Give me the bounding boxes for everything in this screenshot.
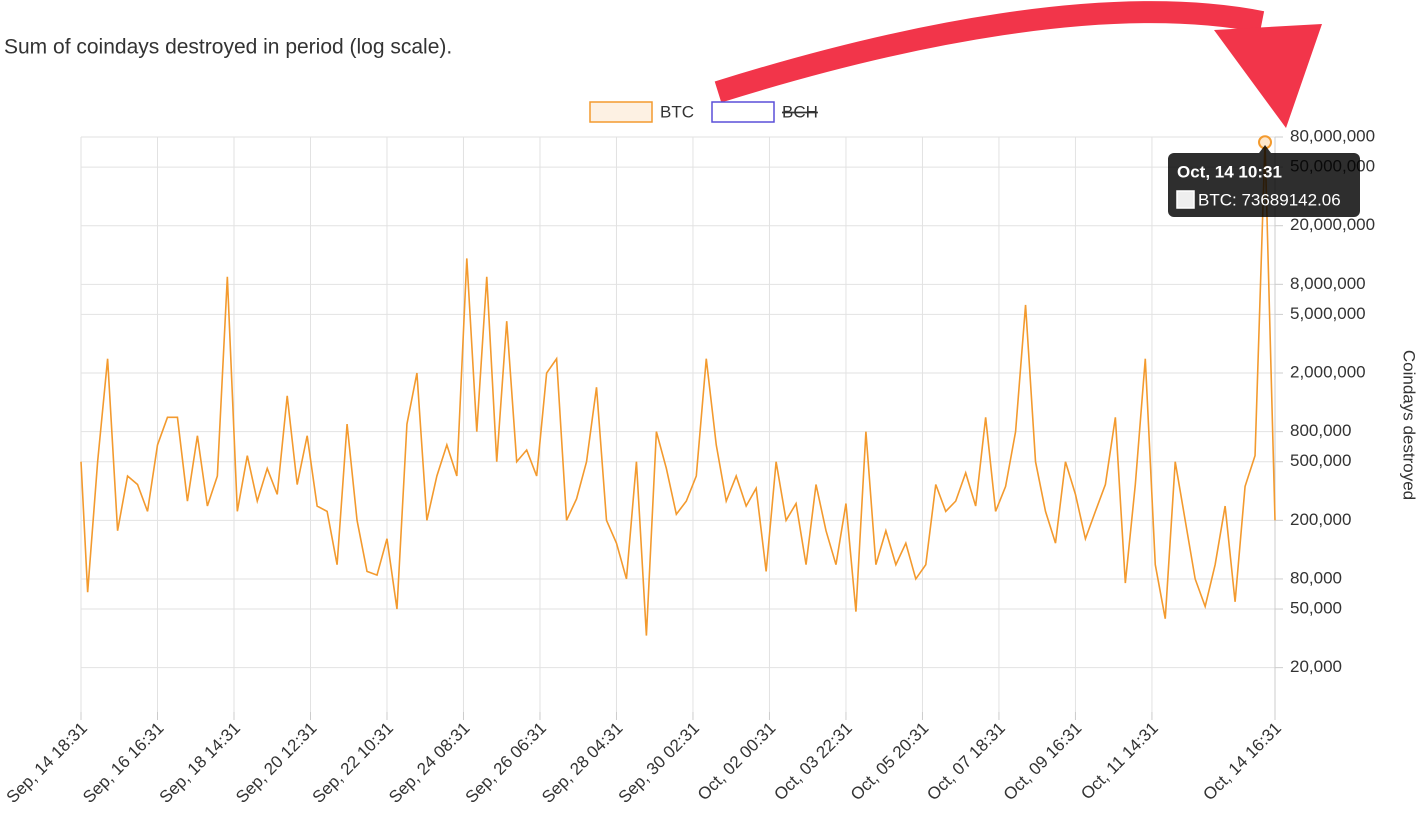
tooltip-swatch (1176, 190, 1195, 209)
tooltip-box (1168, 153, 1360, 217)
y-tick-label: 500,000 (1290, 451, 1351, 470)
tooltip-caret (1259, 145, 1272, 153)
x-tick-label: Sep, 24 08:31 (385, 719, 473, 807)
tooltip-label: BTC: 73689142.06 (1198, 190, 1341, 209)
legend-swatch (589, 101, 653, 123)
x-tick-label: Oct, 14 16:31 (1199, 719, 1285, 805)
y-tick-label: 20,000 (1290, 657, 1342, 676)
x-tick-label: Sep, 30 02:31 (615, 719, 703, 807)
x-tick-label: Oct, 11 14:31 (1077, 719, 1162, 804)
y-tick-label: 200,000 (1290, 510, 1351, 529)
y-axis-label: Coindays destroyed (1400, 350, 1419, 500)
y-tick-label: 5,000,000 (1290, 304, 1366, 323)
annotation-arrowhead (1214, 24, 1322, 128)
x-tick-label: Sep, 14 18:31 (3, 719, 91, 807)
x-tick-label: Oct, 02 00:31 (694, 719, 780, 805)
x-tick-label: Sep, 18 14:31 (156, 719, 244, 807)
y-tick-label: 800,000 (1290, 421, 1351, 440)
y-tick-label: 80,000,000 (1290, 126, 1375, 145)
x-tick-label: Oct, 05 20:31 (847, 719, 933, 805)
y-tick-label: 50,000 (1290, 599, 1342, 618)
series-line (80, 142, 1276, 636)
legend-label: BTC (660, 102, 694, 121)
x-tick-label: Oct, 09 16:31 (1000, 719, 1086, 805)
y-tick-label: 2,000,000 (1290, 362, 1366, 381)
x-tick-label: Sep, 20 12:31 (232, 719, 320, 807)
x-tick-label: Sep, 22 10:31 (309, 719, 397, 807)
x-tick-label: Oct, 03 22:31 (770, 719, 856, 805)
chart-title: Sum of coindays destroyed in period (log… (4, 36, 452, 59)
x-tick-label: Sep, 26 06:31 (462, 719, 550, 807)
annotation-arrow (714, 1, 1265, 103)
x-tick-label: Sep, 16 16:31 (79, 719, 167, 807)
x-tick-label: Oct, 07 18:31 (923, 719, 1009, 805)
y-tick-label: 20,000,000 (1290, 215, 1375, 234)
y-tick-label: 80,000 (1290, 568, 1342, 587)
legend-label: BCH (782, 102, 818, 121)
plot-area: 20,000 50,000 80,000 200,000 500,000 800,000 2… (3, 126, 1375, 806)
y-tick-label: 8,000,000 (1290, 274, 1366, 293)
tooltip-title: Oct, 14 10:31 (1177, 162, 1282, 181)
legend-swatch (711, 101, 775, 123)
x-tick-label: Sep, 28 04:31 (538, 719, 626, 807)
